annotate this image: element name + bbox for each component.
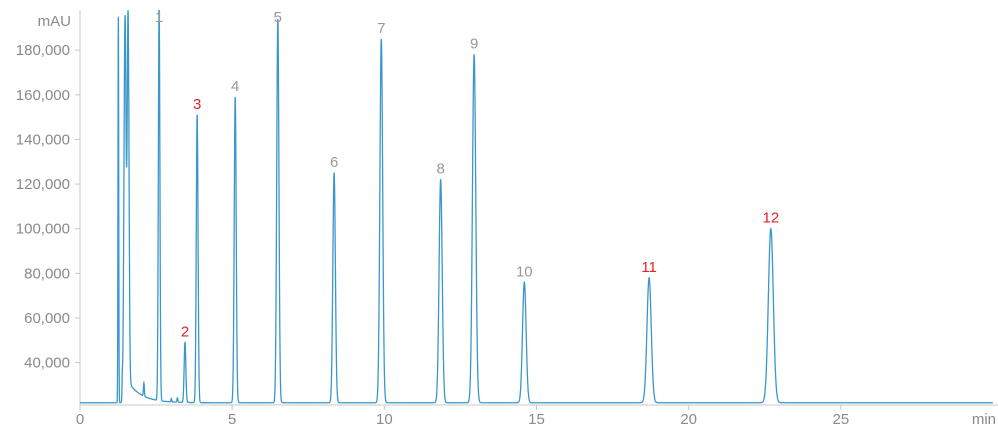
peak-label: 5 xyxy=(274,9,282,26)
y-tick-label: 180,000 xyxy=(16,42,70,59)
y-tick-label: 140,000 xyxy=(16,131,70,148)
x-tick-label: 15 xyxy=(528,411,545,425)
peak-label: 2 xyxy=(181,324,189,341)
x-tick-label: 10 xyxy=(376,411,393,425)
y-tick-label: 160,000 xyxy=(16,87,70,104)
chromatogram-trace xyxy=(80,9,993,404)
peak-label: 7 xyxy=(377,20,385,37)
peak-label: 12 xyxy=(762,210,779,227)
peak-label: 3 xyxy=(193,96,201,113)
x-tick-label: 20 xyxy=(680,411,697,425)
peak-label: 11 xyxy=(641,259,657,276)
peak-label: 8 xyxy=(436,161,444,178)
y-tick-label: 40,000 xyxy=(24,355,70,372)
x-tick-label: 25 xyxy=(832,411,849,425)
x-tick-label: 0 xyxy=(76,411,84,425)
x-axis-unit-label: min xyxy=(972,411,996,425)
y-tick-label: 60,000 xyxy=(24,310,70,327)
peak-label: 4 xyxy=(231,78,239,95)
axes: mAU min xyxy=(38,10,998,425)
ticks: 40,000 60,000 80,000 100,000 120,000 140,000 1… xyxy=(16,42,849,425)
peak-label: 1 xyxy=(155,9,163,26)
peak-label: 9 xyxy=(470,36,478,53)
y-axis-unit-label: mAU xyxy=(38,13,71,30)
y-tick-label: 80,000 xyxy=(24,265,70,282)
peak-label: 10 xyxy=(516,263,533,280)
y-tick-label: 100,000 xyxy=(16,221,70,238)
trace xyxy=(80,9,993,404)
x-tick-label: 5 xyxy=(228,411,236,425)
y-tick-label: 120,000 xyxy=(16,176,70,193)
peak-label: 6 xyxy=(330,154,338,171)
